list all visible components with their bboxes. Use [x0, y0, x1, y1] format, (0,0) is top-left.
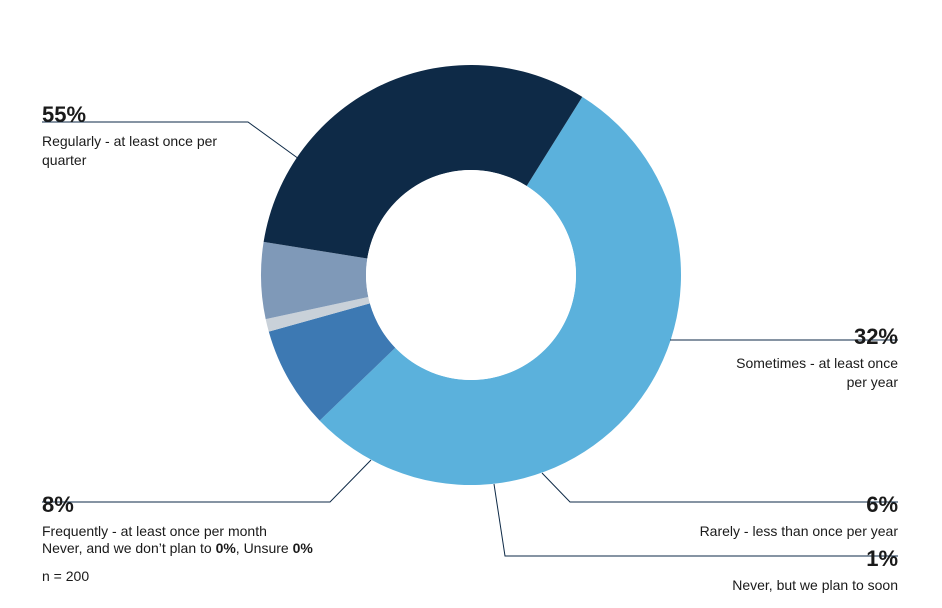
label-desc-never_plan: Never, but we plan to soon	[732, 576, 898, 595]
label-pct-regularly: 55%	[42, 100, 242, 130]
label-desc-sometimes: Sometimes - at least once per year	[728, 354, 898, 392]
label-pct-frequently: 8%	[42, 490, 267, 520]
label-desc-rarely: Rarely - less than once per year	[700, 522, 898, 541]
label-regularly: 55%Regularly - at least once per quarter	[42, 100, 242, 169]
donut-chart-stage: { "chart": { "type": "donut", "width": 9…	[0, 0, 942, 608]
footnote-1: n = 200	[42, 568, 89, 584]
footnote-0: Never, and we don’t plan to 0%, Unsure 0…	[42, 540, 313, 556]
label-desc-regularly: Regularly - at least once per quarter	[42, 132, 242, 170]
label-frequently: 8% Frequently - at least once per month	[42, 490, 267, 541]
donut-hole	[366, 170, 576, 380]
label-never_plan: 1% Never, but we plan to soon	[732, 544, 898, 595]
label-pct-never_plan: 1%	[732, 544, 898, 574]
label-desc-frequently: Frequently - at least once per month	[42, 522, 267, 541]
label-pct-rarely: 6%	[700, 490, 898, 520]
label-pct-sometimes: 32%	[728, 322, 898, 352]
label-sometimes: 32%Sometimes - at least once per year	[728, 322, 898, 391]
label-rarely: 6% Rarely - less than once per year	[700, 490, 898, 541]
